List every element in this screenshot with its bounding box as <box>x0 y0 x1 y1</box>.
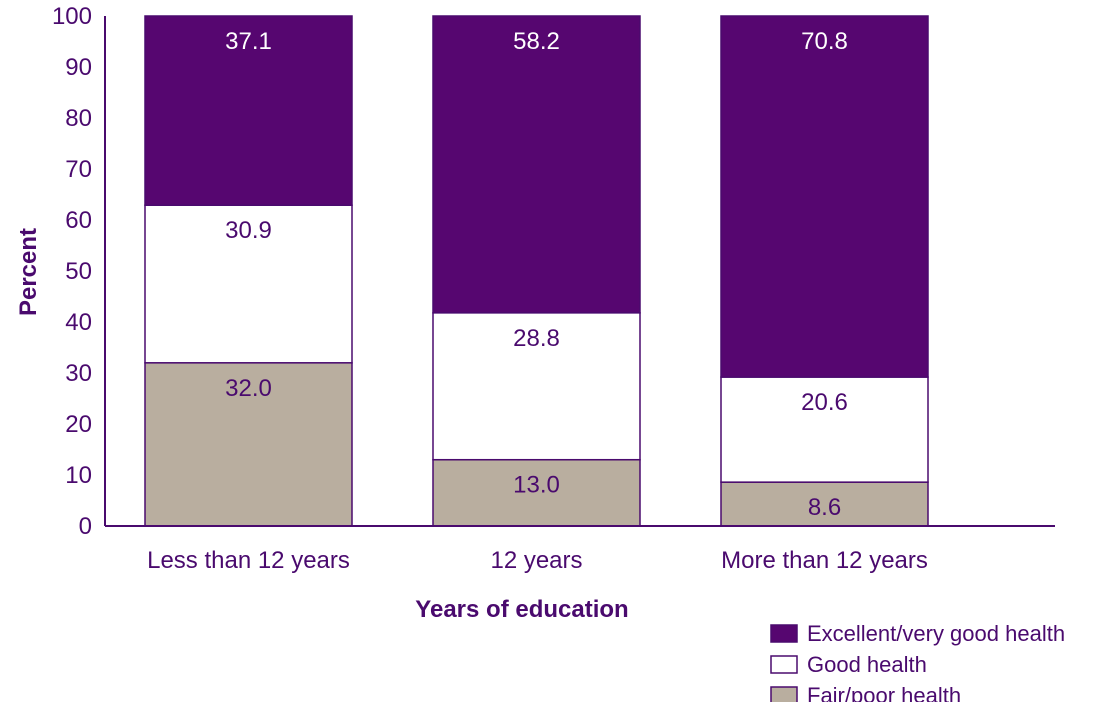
bar-segment <box>432 15 641 314</box>
data-labels: 32.0 30.9 37.1 13.0 28.8 58.2 8.6 20.6 70.8 <box>225 28 848 521</box>
legend-swatch <box>770 655 798 674</box>
bar-segment <box>144 204 353 364</box>
bar-segment <box>432 312 641 461</box>
y-tick-label: 80 <box>65 105 92 132</box>
data-label: 70.8 <box>801 28 848 55</box>
legend-label: Fair/poor health <box>807 683 961 702</box>
y-tick-label: 90 <box>65 54 92 81</box>
data-label: 13.0 <box>513 472 560 499</box>
bar-segment <box>144 362 353 527</box>
x-axis-title: Years of education <box>415 596 628 623</box>
data-label: 32.0 <box>225 375 272 402</box>
y-tick-label: 70 <box>65 156 92 183</box>
data-label: 58.2 <box>513 28 560 55</box>
x-axis-categories: Less than 12 years 12 years More than 12 y… <box>147 547 928 574</box>
y-tick-label: 50 <box>65 258 92 285</box>
bar-segment <box>144 15 353 206</box>
bar-segment <box>432 458 641 527</box>
y-tick-label: 20 <box>65 411 92 438</box>
y-axis-title: Percent <box>15 228 42 316</box>
data-label: 28.8 <box>513 325 560 352</box>
bar-segment <box>720 376 929 483</box>
y-tick-label: 10 <box>65 462 92 489</box>
y-tick-label: 30 <box>65 360 92 387</box>
x-category-label: 12 years <box>490 547 582 574</box>
data-label: 37.1 <box>225 28 272 55</box>
bar-segment <box>720 481 929 527</box>
legend-swatch <box>770 624 798 643</box>
y-axis-ticks: 0 10 20 30 40 50 60 70 80 90 100 <box>52 3 92 540</box>
legend-label: Excellent/very good health <box>807 621 1065 646</box>
y-tick-label: 40 <box>65 309 92 336</box>
y-tick-label: 60 <box>65 207 92 234</box>
legend-swatch <box>770 686 798 702</box>
bars <box>144 15 929 527</box>
x-category-label: Less than 12 years <box>147 547 350 574</box>
data-label: 30.9 <box>225 217 272 244</box>
data-label: 20.6 <box>801 389 848 416</box>
legend: Excellent/very good health Good health Fai… <box>770 621 1065 702</box>
bar-segment <box>720 15 929 378</box>
legend-label: Good health <box>807 652 927 677</box>
y-tick-label: 100 <box>52 3 92 30</box>
y-tick-label: 0 <box>79 513 92 540</box>
data-label: 8.6 <box>808 494 841 521</box>
x-category-label: More than 12 years <box>721 547 928 574</box>
